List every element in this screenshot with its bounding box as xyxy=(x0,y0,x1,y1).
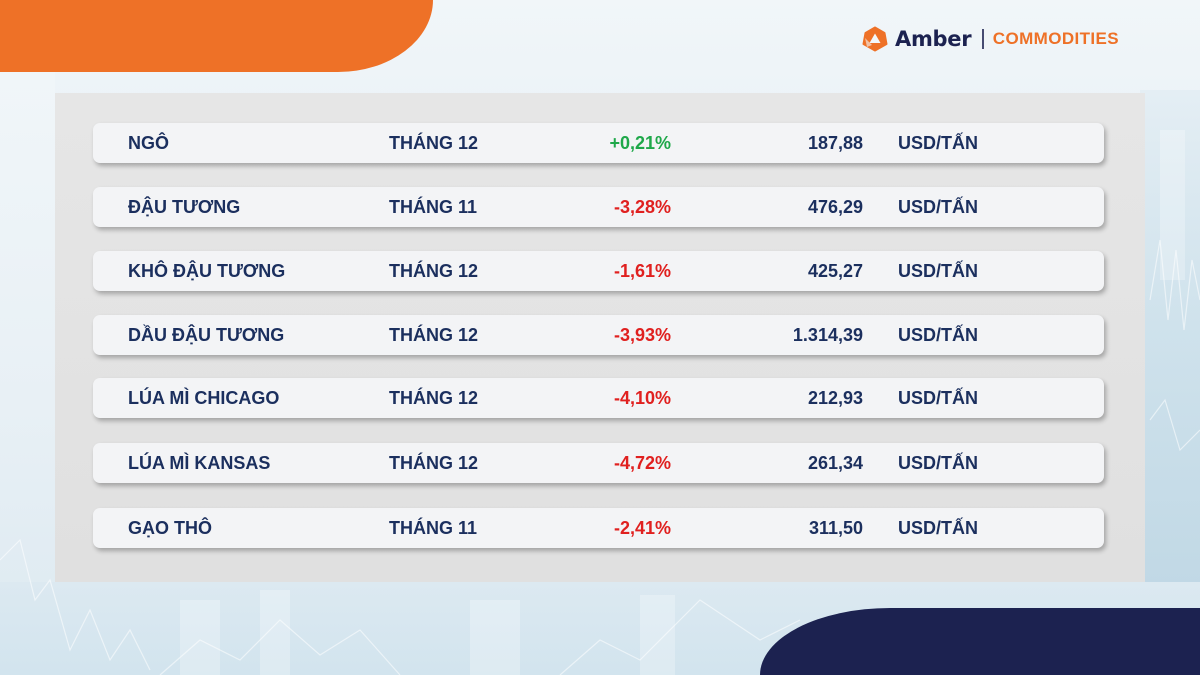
price-unit: USD/TẤN xyxy=(898,453,978,473)
contract-month: THÁNG 12 xyxy=(389,261,479,281)
table-row-soybean-oil: DẦU ĐẬU TƯƠNG THÁNG 12 -3,93% 1.314,39 U… xyxy=(93,315,1104,355)
brand-header: Amber COMMODITIES xyxy=(862,24,1119,54)
background-right xyxy=(1140,90,1200,675)
percent-change: +0,21% xyxy=(609,133,671,153)
price: 476,29 xyxy=(807,197,863,217)
table-row-soybean-meal: KHÔ ĐẬU TƯƠNG THÁNG 12 -1,61% 425,27 USD… xyxy=(93,251,1104,291)
contract-month: THÁNG 11 xyxy=(389,518,478,538)
contract-month: THÁNG 12 xyxy=(389,453,479,473)
table-row-corn: NGÔ THÁNG 12 +0,21% 187,88 USD/TẤN xyxy=(93,123,1104,163)
commodity-name: ĐẬU TƯƠNG xyxy=(128,197,241,217)
brand-divider xyxy=(982,29,984,49)
table-row-rough-rice: GẠO THÔ THÁNG 11 -2,41% 311,50 USD/TẤN xyxy=(93,508,1104,548)
price-unit: USD/TẤN xyxy=(898,197,978,217)
price: 311,50 xyxy=(808,518,863,538)
price: 1.314,39 xyxy=(792,325,863,345)
commodity-name: LÚA MÌ CHICAGO xyxy=(128,388,280,408)
orange-corner-decoration xyxy=(0,0,433,72)
percent-change: -2,41% xyxy=(613,518,671,538)
commodity-name: NGÔ xyxy=(128,133,170,153)
amber-hexagon-logo-icon xyxy=(862,26,888,52)
contract-month: THÁNG 12 xyxy=(389,325,479,345)
brand-subtitle: COMMODITIES xyxy=(992,29,1120,48)
background-left xyxy=(0,0,55,675)
navy-corner-decoration xyxy=(760,608,1200,675)
table-row-soybean: ĐẬU TƯƠNG THÁNG 11 -3,28% 476,29 USD/TẤN xyxy=(93,187,1104,227)
percent-change: -4,72% xyxy=(613,453,671,473)
commodity-price-table: NGÔ THÁNG 12 +0,21% 187,88 USD/TẤN ĐẬU T… xyxy=(55,93,1145,582)
price-unit: USD/TẤN xyxy=(898,518,978,538)
price: 261,34 xyxy=(807,453,863,473)
price-unit: USD/TẤN xyxy=(898,261,978,281)
percent-change: -3,28% xyxy=(613,197,671,217)
commodity-name: GẠO THÔ xyxy=(128,518,212,538)
table-row-chicago-wheat: LÚA MÌ CHICAGO THÁNG 12 -4,10% 212,93 US… xyxy=(93,378,1104,418)
commodity-name: KHÔ ĐẬU TƯƠNG xyxy=(128,261,286,281)
percent-change: -1,61% xyxy=(613,261,671,281)
price: 212,93 xyxy=(807,388,863,408)
commodity-name: LÚA MÌ KANSAS xyxy=(128,453,271,473)
price: 425,27 xyxy=(807,261,863,281)
contract-month: THÁNG 12 xyxy=(389,388,479,408)
contract-month: THÁNG 11 xyxy=(389,197,478,217)
price: 187,88 xyxy=(807,133,863,153)
contract-month: THÁNG 12 xyxy=(389,133,479,153)
price-unit: USD/TẤN xyxy=(898,325,978,345)
commodity-name: DẦU ĐẬU TƯƠNG xyxy=(128,325,285,345)
brand-name: Amber xyxy=(895,27,972,51)
percent-change: -4,10% xyxy=(613,388,671,408)
price-unit: USD/TẤN xyxy=(898,388,978,408)
table-row-kansas-wheat: LÚA MÌ KANSAS THÁNG 12 -4,72% 261,34 USD… xyxy=(93,443,1104,483)
price-unit: USD/TẤN xyxy=(898,133,978,153)
percent-change: -3,93% xyxy=(613,325,671,345)
